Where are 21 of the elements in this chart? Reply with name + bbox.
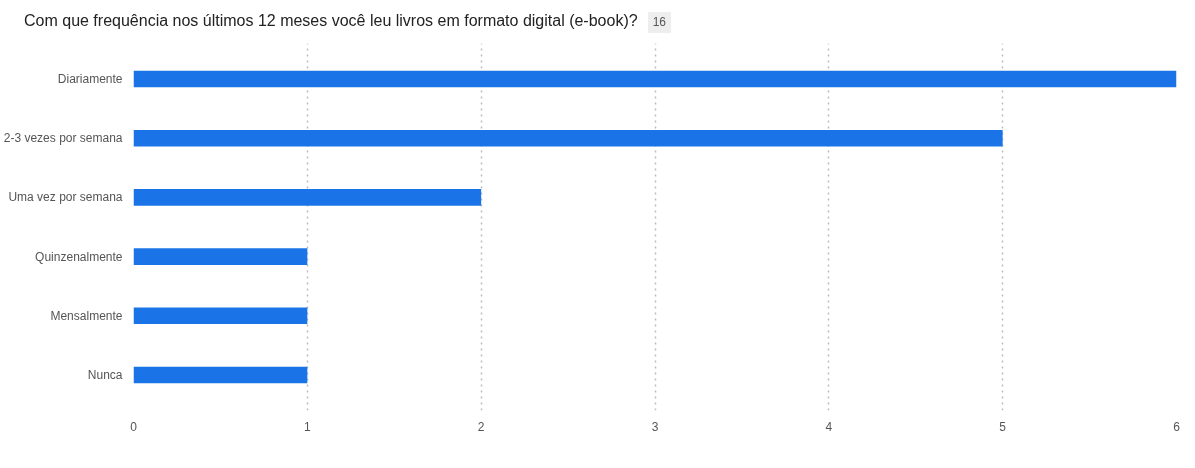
bar (133, 130, 1003, 147)
x-tick-label: 3 (651, 419, 659, 434)
y-tick-label: Quinzenalmente (35, 249, 123, 264)
x-tick-label: 2 (477, 419, 485, 434)
chart-title: Com que frequência nos últimos 12 meses você leu livros em formato digital (e-book)? (24, 11, 638, 31)
y-tick-label: Uma vez por semana (8, 190, 123, 205)
x-tick-label: 4 (825, 419, 833, 434)
x-tick-label: 1 (304, 419, 311, 434)
x-tick-label: 5 (999, 419, 1007, 434)
y-tick-label: Mensalmente (50, 308, 123, 323)
bar (133, 366, 308, 384)
y-tick-label: Diariamente (57, 72, 123, 87)
x-tick-label: 6 (1173, 419, 1181, 434)
chart-subtitle: 16 (652, 14, 666, 31)
bar (133, 70, 1177, 88)
bar (133, 189, 482, 206)
bar (133, 307, 308, 325)
y-tick-label: 2-3 vezes por semana (3, 131, 123, 146)
x-tick-label: 0 (130, 419, 138, 434)
y-tick-label: Nunca (87, 368, 123, 383)
bar (133, 248, 308, 266)
